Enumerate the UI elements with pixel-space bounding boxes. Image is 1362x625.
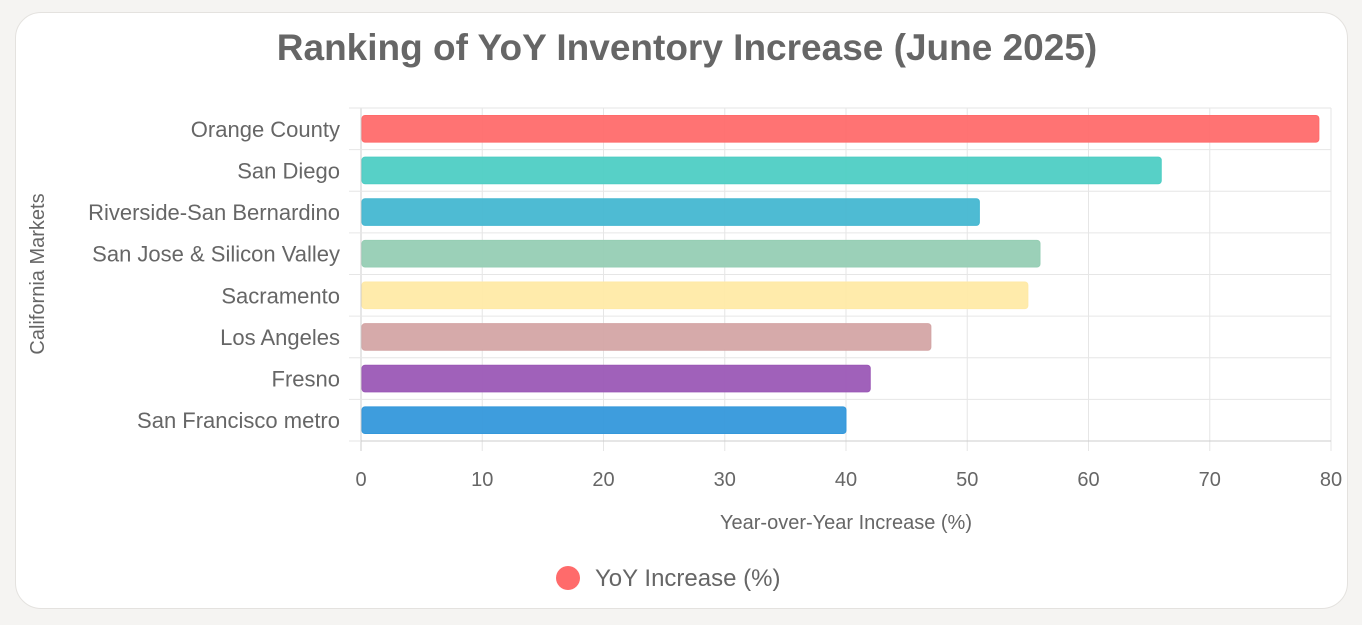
x-tick-label: 70 bbox=[1199, 469, 1221, 491]
x-tick-label: 40 bbox=[835, 469, 857, 491]
bar[interactable] bbox=[361, 239, 1041, 268]
category-label: San Francisco metro bbox=[137, 408, 340, 433]
x-tick-label: 80 bbox=[1320, 469, 1342, 491]
chart-title: Ranking of YoY Inventory Increase (June … bbox=[277, 27, 1097, 68]
x-tick-label: 30 bbox=[714, 469, 736, 491]
bar[interactable] bbox=[361, 406, 847, 435]
legend[interactable]: YoY Increase (%) bbox=[556, 565, 780, 592]
x-tick-labels: 0 10 20 30 40 50 60 70 80 bbox=[355, 469, 1342, 491]
category-label: Riverside-San Bernardino bbox=[88, 200, 340, 225]
x-tick-label: 10 bbox=[471, 469, 493, 491]
category-label: Orange County bbox=[191, 117, 340, 142]
bars bbox=[361, 114, 1320, 435]
x-tick-label: 60 bbox=[1077, 469, 1099, 491]
x-tick-label: 50 bbox=[956, 469, 978, 491]
category-label: San Diego bbox=[237, 158, 340, 183]
category-labels: Orange County San Diego Riverside-San Bern… bbox=[88, 117, 340, 433]
legend-swatch bbox=[556, 566, 580, 590]
category-label: Sacramento bbox=[221, 283, 340, 308]
x-axis-label: Year-over-Year Increase (%) bbox=[720, 512, 972, 534]
category-label: Los Angeles bbox=[220, 325, 340, 350]
legend-label: YoY Increase (%) bbox=[595, 565, 780, 592]
x-tick-label: 0 bbox=[355, 469, 366, 491]
bar[interactable] bbox=[361, 364, 871, 393]
bar[interactable] bbox=[361, 156, 1162, 185]
bar[interactable] bbox=[361, 114, 1320, 143]
x-tick-label: 20 bbox=[592, 469, 614, 491]
chart-card bbox=[15, 12, 1348, 609]
y-axis-label: California Markets bbox=[27, 193, 49, 354]
bar[interactable] bbox=[361, 323, 932, 351]
bar[interactable] bbox=[361, 198, 980, 226]
bar[interactable] bbox=[361, 281, 1029, 310]
gridlines bbox=[349, 107, 1332, 451]
category-label: San Jose & Silicon Valley bbox=[92, 242, 340, 267]
category-label: Fresno bbox=[272, 367, 340, 392]
